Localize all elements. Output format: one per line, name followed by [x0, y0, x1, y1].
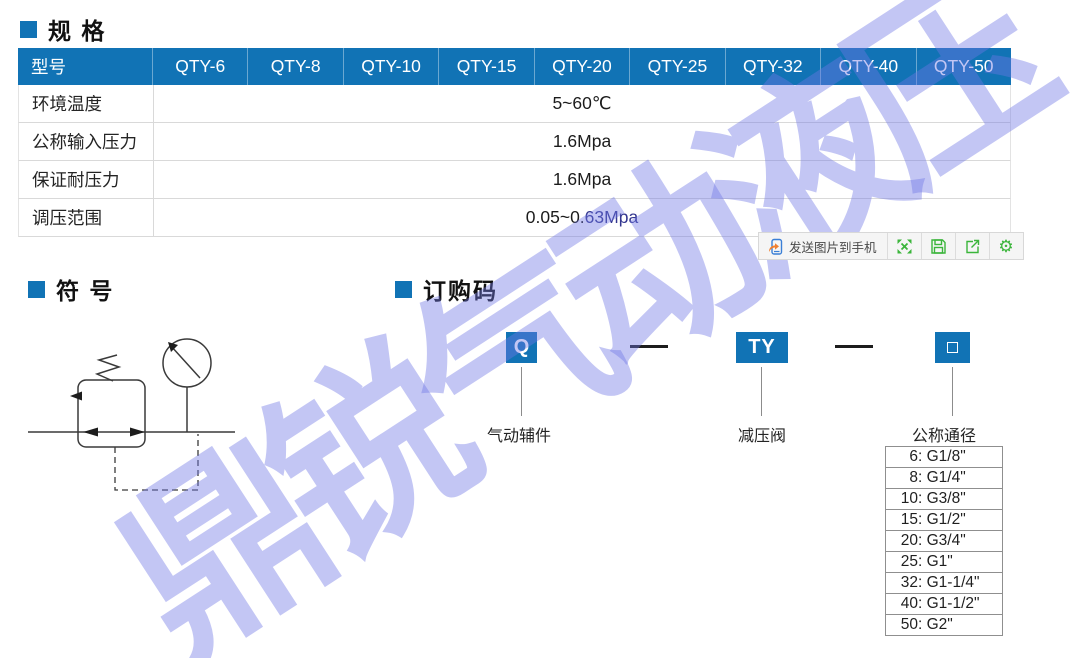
- size-row: 50: G2": [886, 615, 1002, 635]
- section-symbol-title: 符 号: [28, 272, 114, 306]
- settings-button[interactable]: ⚙: [988, 233, 1023, 259]
- row-label: 调压范围: [19, 199, 154, 236]
- settings-gear-icon: ⚙: [998, 236, 1014, 256]
- size-thread: : G1": [918, 553, 953, 570]
- size-num: 50: [900, 616, 918, 633]
- row-label: 保证耐压力: [19, 161, 154, 198]
- order-code-q-text: Q: [513, 336, 530, 358]
- size-num: 10: [900, 490, 918, 507]
- connector-line: [952, 367, 953, 416]
- header-cell-qty50: QTY-50: [933, 56, 994, 76]
- order-label-ty: 减压阀: [737, 428, 786, 445]
- size-num: 8: [909, 469, 918, 486]
- size-num: 32: [900, 574, 918, 591]
- header-cell-qty15: QTY-15: [439, 48, 535, 85]
- blue-square-bullet-icon: [395, 280, 412, 298]
- order-code-ty-text: TY: [748, 336, 776, 358]
- size-num: 40: [900, 595, 918, 612]
- pneumatic-regulator-symbol: [28, 338, 235, 491]
- blue-square-bullet-icon: [28, 280, 45, 298]
- row-value: 1.6Mpa: [552, 131, 612, 151]
- size-thread: : G1-1/4": [918, 574, 980, 591]
- section-title-text: 规 格: [48, 18, 107, 44]
- spec-table: 型号 QTY-6 QTY-8 QTY-10 QTY-15 QTY-20 QTY-…: [18, 48, 1011, 237]
- save-button[interactable]: [920, 233, 955, 259]
- size-thread: : G2": [918, 616, 953, 633]
- size-thread: : G1-1/2": [918, 595, 980, 612]
- size-thread: : G3/8": [918, 490, 966, 507]
- order-code-dash: [630, 345, 668, 348]
- size-row: 20: G3/4": [886, 531, 1002, 552]
- header-cell-model: 型号: [18, 48, 153, 85]
- order-code-q-box: Q: [506, 332, 537, 363]
- table-row: 保证耐压力 1.6Mpa: [18, 161, 1011, 199]
- size-thread: : G3/4": [918, 532, 966, 549]
- table-row: 环境温度 5~60℃: [18, 85, 1011, 123]
- header-cell-qty8: QTY-8: [248, 48, 344, 85]
- share-icon: [965, 239, 979, 253]
- header-cell-qty40: QTY-40: [821, 48, 917, 85]
- row-label: 公称输入压力: [19, 123, 154, 160]
- order-code-ty-box: TY: [736, 332, 788, 363]
- order-code-size-box: [935, 332, 970, 363]
- range-value-suffix: 63Mpa: [584, 207, 639, 227]
- blue-square-bullet-icon: [20, 20, 37, 38]
- save-icon: [930, 238, 946, 254]
- nominal-diameter-table: 6: G1/8" 8: G1/4" 10: G3/8" 15: G1/2" 20…: [885, 446, 1003, 636]
- size-row: 40: G1-1/2": [886, 594, 1002, 615]
- size-num: 20: [900, 532, 918, 549]
- phone-send-icon: [769, 238, 783, 255]
- size-num: 25: [900, 553, 918, 570]
- row-label: 环境温度: [19, 85, 154, 122]
- size-row: 15: G1/2": [886, 510, 1002, 531]
- size-row: 25: G1": [886, 552, 1002, 573]
- row-value: 5~60℃: [552, 93, 612, 113]
- share-button[interactable]: [954, 233, 989, 259]
- size-row: 6: G1/8": [886, 447, 1002, 468]
- row-value: 1.6Mpa: [552, 169, 612, 189]
- header-cell-qty32: QTY-32: [726, 48, 822, 85]
- header-cell-qty25: QTY-25: [630, 48, 726, 85]
- header-cell-qty6: QTY-6: [153, 48, 249, 85]
- table-row: 调压范围 0.05~0. 63Mpa: [18, 199, 1011, 237]
- size-thread: : G1/2": [918, 511, 966, 528]
- size-row: 8: G1/4": [886, 468, 1002, 489]
- range-value-prefix: 0.05~0.: [525, 207, 585, 227]
- spec-table-header-row: 型号 QTY-6 QTY-8 QTY-10 QTY-15 QTY-20 QTY-…: [18, 48, 1011, 85]
- size-placeholder-square-icon: [947, 342, 958, 353]
- order-label-q: 气动辅件: [486, 428, 551, 445]
- size-thread: : G1/4": [918, 469, 966, 486]
- order-code-dash: [835, 345, 873, 348]
- section-order-title: 订购码: [395, 272, 498, 306]
- connector-line: [761, 367, 762, 416]
- row-value: 0.05~0. 63Mpa: [154, 199, 1010, 236]
- connector-line: [521, 367, 522, 416]
- image-toolbar: 发送图片到手机: [758, 232, 1024, 260]
- size-num: 15: [900, 511, 918, 528]
- expand-icon: [897, 239, 912, 253]
- send-to-phone-button[interactable]: 发送图片到手机: [759, 233, 887, 259]
- size-row: 10: G3/8": [886, 489, 1002, 510]
- size-row: 32: G1-1/4": [886, 573, 1002, 594]
- section-title-text: 符 号: [56, 278, 115, 304]
- size-thread: : G1/8": [918, 448, 966, 465]
- header-cell-qty10: QTY-10: [344, 48, 440, 85]
- expand-button[interactable]: [886, 233, 921, 259]
- send-to-phone-label: 发送图片到手机: [789, 240, 877, 255]
- header-cell-qty20: QTY-20: [535, 48, 631, 85]
- size-num: 6: [909, 448, 918, 465]
- section-title-text: 订购码: [423, 278, 498, 304]
- table-row: 公称输入压力 1.6Mpa: [18, 123, 1011, 161]
- order-label-size: 公称通径: [911, 428, 976, 445]
- section-spec-title: 规 格: [20, 12, 106, 46]
